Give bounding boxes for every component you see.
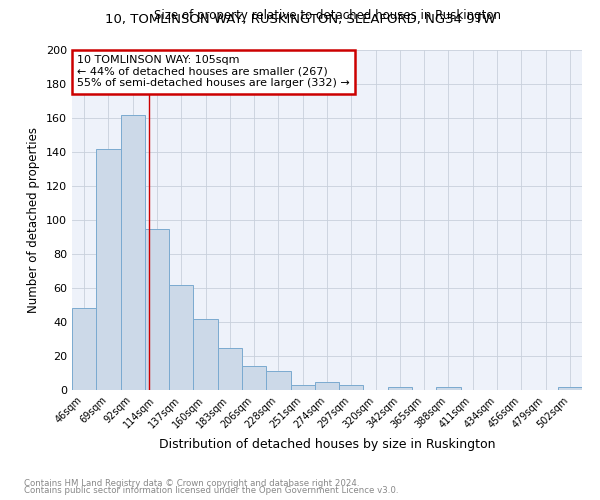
Bar — [121, 114, 145, 390]
Bar — [388, 386, 412, 390]
Text: Contains HM Land Registry data © Crown copyright and database right 2024.: Contains HM Land Registry data © Crown c… — [24, 478, 359, 488]
Bar — [96, 148, 121, 390]
Bar — [558, 386, 582, 390]
Bar — [193, 318, 218, 390]
Bar — [266, 372, 290, 390]
Bar — [436, 386, 461, 390]
Title: Size of property relative to detached houses in Ruskington: Size of property relative to detached ho… — [154, 10, 500, 22]
Bar — [145, 228, 169, 390]
Bar — [339, 385, 364, 390]
Text: 10, TOMLINSON WAY, RUSKINGTON, SLEAFORD, NG34 9TW: 10, TOMLINSON WAY, RUSKINGTON, SLEAFORD,… — [104, 12, 496, 26]
Text: 10 TOMLINSON WAY: 105sqm
← 44% of detached houses are smaller (267)
55% of semi-: 10 TOMLINSON WAY: 105sqm ← 44% of detach… — [77, 55, 350, 88]
Bar — [169, 284, 193, 390]
Bar — [218, 348, 242, 390]
X-axis label: Distribution of detached houses by size in Ruskington: Distribution of detached houses by size … — [159, 438, 495, 451]
Bar — [315, 382, 339, 390]
Bar — [290, 385, 315, 390]
Bar — [72, 308, 96, 390]
Bar — [242, 366, 266, 390]
Text: Contains public sector information licensed under the Open Government Licence v3: Contains public sector information licen… — [24, 486, 398, 495]
Y-axis label: Number of detached properties: Number of detached properties — [28, 127, 40, 313]
